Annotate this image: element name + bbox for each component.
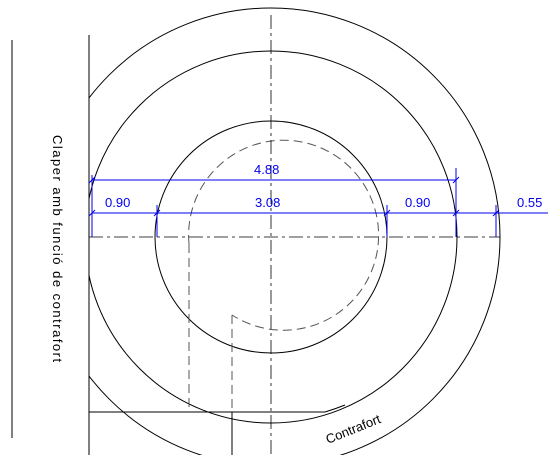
dim-text-right-wall: 0.90 bbox=[405, 195, 430, 210]
side-label: Claper amb funció de contrafort bbox=[50, 135, 65, 364]
dim-text-inner: 3.08 bbox=[255, 195, 280, 210]
dim-text-overall: 4.88 bbox=[254, 162, 279, 177]
dim-text-left-wall: 0.90 bbox=[105, 195, 130, 210]
contrafort-outline bbox=[89, 404, 346, 413]
hidden-dashed-arc bbox=[188, 139, 380, 331]
dim-text-outer-ring: 0.55 bbox=[517, 195, 542, 210]
dimensions-group bbox=[88, 168, 548, 237]
